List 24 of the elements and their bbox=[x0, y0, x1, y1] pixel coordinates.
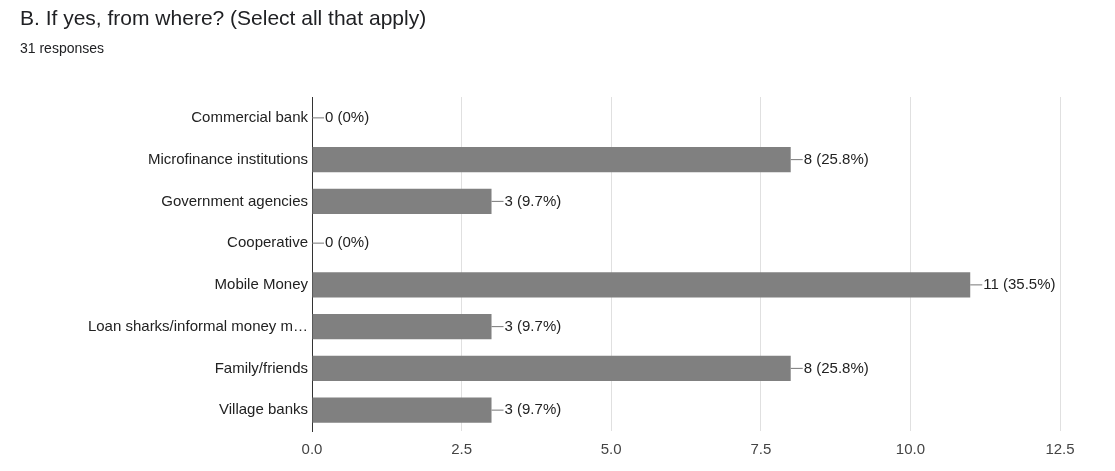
data-label: 3 (9.7%) bbox=[504, 191, 562, 209]
text: 31 responses bbox=[20, 40, 105, 56]
x-tick-label: 12.5 bbox=[1045, 440, 1075, 458]
data-label: 3 (9.7%) bbox=[504, 316, 562, 334]
data-label: 8 (25.8%) bbox=[803, 358, 869, 376]
data-label: 3 (9.7%) bbox=[504, 400, 562, 418]
y-tick-label: Village banks bbox=[219, 400, 308, 418]
y-tick-label: Commercial bank bbox=[191, 108, 309, 126]
y-tick-label: Microfinance institutions bbox=[147, 149, 308, 167]
x-tick-label: 2.5 bbox=[451, 440, 473, 458]
data-label: 0 (0%) bbox=[325, 233, 370, 251]
y-tick-label: Loan sharks/informal money m… bbox=[87, 316, 308, 334]
y-tick-label: Cooperative bbox=[227, 233, 308, 251]
y-tick-label: Mobile Money bbox=[214, 275, 309, 293]
x-tick-label: 10.0 bbox=[895, 440, 925, 458]
data-label: 8 (25.8%) bbox=[803, 149, 869, 167]
chart-title: B. If yes, from where? (Select all that apply) bbox=[20, 6, 427, 30]
x-tick-label: 7.5 bbox=[750, 440, 772, 458]
x-tick-label: 5.0 bbox=[600, 440, 622, 458]
x-tick-label: 0.0 bbox=[301, 440, 323, 458]
y-tick-label: Family/friends bbox=[214, 358, 308, 376]
data-label: 0 (0%) bbox=[325, 108, 370, 126]
y-tick-label: Government agencies bbox=[161, 191, 308, 209]
data-label: 11 (35.5%) bbox=[983, 275, 1056, 293]
